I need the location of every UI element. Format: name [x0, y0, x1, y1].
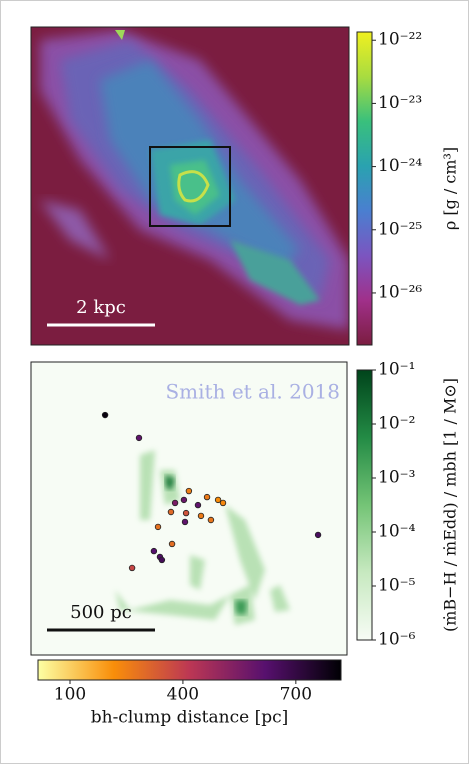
clump-point	[197, 512, 205, 520]
clump-point	[167, 508, 175, 516]
colorbar-tick-label: 10⁻²	[378, 414, 415, 434]
clump-point	[214, 496, 222, 504]
annotation: Smith et al. 2018	[165, 380, 340, 404]
colorbar-tick-label: 10⁻²²	[378, 30, 422, 50]
colorbar-tick-label: 10⁻²⁵	[378, 219, 422, 239]
density-image	[31, 27, 349, 345]
clump-point	[180, 496, 188, 504]
colorbar-tick-label: 400	[167, 685, 199, 705]
colorbar-tick-label: 10⁻⁵	[378, 576, 416, 596]
colorbar-label: ρ [g / cm³]	[441, 147, 460, 230]
colorbar-tick-label: 10⁻²⁶	[378, 282, 422, 302]
colorbar-tick-label: 10⁻¹	[378, 360, 415, 380]
colorbar	[356, 31, 373, 346]
clump-point	[203, 493, 211, 501]
clump-point	[185, 487, 193, 495]
clump-point	[168, 540, 176, 548]
clump-point	[101, 411, 109, 419]
colorbar-label: (ṁB−H / ṁEdd) / mbh [1 / M⊙]	[441, 378, 460, 632]
clump-point	[194, 501, 202, 509]
clump-point	[171, 499, 179, 507]
clump-point	[154, 523, 162, 531]
colorbar-tick-label: 10⁻⁴	[378, 522, 416, 542]
colorbar-tick-label: 10⁻³	[378, 468, 415, 488]
panel-frame	[30, 26, 350, 346]
clump-point	[182, 509, 190, 517]
clump-point	[128, 564, 136, 572]
rate-image	[31, 362, 347, 655]
colorbar-tick-label: 700	[280, 685, 312, 705]
colorbar-label: bh-clump distance [pc]	[91, 708, 289, 728]
clump-point	[207, 516, 215, 524]
clump-point	[158, 556, 166, 564]
colorbar-tick-label: 10⁻⁶	[378, 630, 416, 650]
colorbar-tick-label: 100	[54, 685, 86, 705]
panel-frame	[30, 361, 348, 656]
colorbar	[356, 369, 373, 641]
colorbar	[37, 659, 342, 681]
clump-point	[314, 531, 322, 539]
colorbar-tick-label: 10⁻²⁴	[378, 156, 422, 176]
clump-point	[150, 547, 158, 555]
clump-point	[219, 499, 227, 507]
scale-bar-label: 500 pc	[70, 602, 132, 623]
scale-bar-label: 2 kpc	[76, 297, 126, 318]
colorbar-tick-label: 10⁻²³	[378, 93, 422, 113]
zoom-box	[149, 146, 231, 227]
clump-point	[135, 434, 143, 442]
clump-point	[181, 518, 189, 526]
